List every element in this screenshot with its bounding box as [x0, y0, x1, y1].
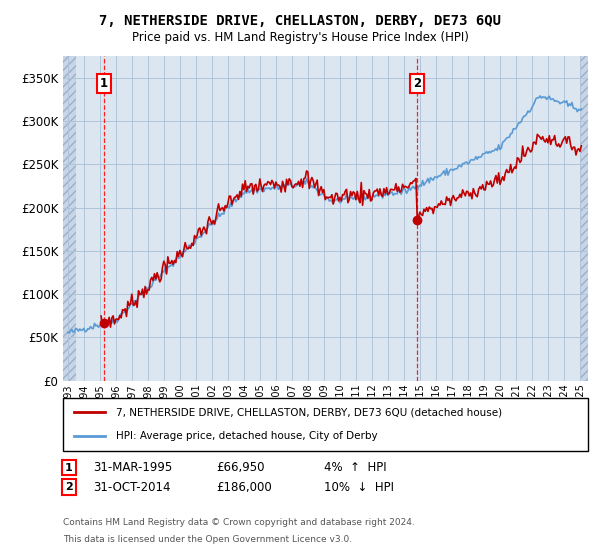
Text: HPI: Average price, detached house, City of Derby: HPI: Average price, detached house, City…	[115, 431, 377, 441]
Text: 7, NETHERSIDE DRIVE, CHELLASTON, DERBY, DE73 6QU (detached house): 7, NETHERSIDE DRIVE, CHELLASTON, DERBY, …	[115, 408, 502, 418]
Text: 4%  ↑  HPI: 4% ↑ HPI	[324, 461, 386, 474]
Text: 31-OCT-2014: 31-OCT-2014	[93, 480, 170, 494]
Text: 2: 2	[65, 482, 73, 492]
Text: 7, NETHERSIDE DRIVE, CHELLASTON, DERBY, DE73 6QU: 7, NETHERSIDE DRIVE, CHELLASTON, DERBY, …	[99, 14, 501, 28]
Text: 10%  ↓  HPI: 10% ↓ HPI	[324, 480, 394, 494]
FancyBboxPatch shape	[63, 398, 588, 451]
Text: 31-MAR-1995: 31-MAR-1995	[93, 461, 172, 474]
Text: £186,000: £186,000	[216, 480, 272, 494]
Text: This data is licensed under the Open Government Licence v3.0.: This data is licensed under the Open Gov…	[63, 535, 352, 544]
Bar	[581, 56, 588, 381]
Text: £66,950: £66,950	[216, 461, 265, 474]
Bar	[63, 56, 76, 381]
Text: 1: 1	[65, 463, 73, 473]
Text: Price paid vs. HM Land Registry's House Price Index (HPI): Price paid vs. HM Land Registry's House …	[131, 31, 469, 44]
Text: Contains HM Land Registry data © Crown copyright and database right 2024.: Contains HM Land Registry data © Crown c…	[63, 518, 415, 527]
Text: 1: 1	[100, 77, 108, 90]
Text: 2: 2	[413, 77, 421, 90]
